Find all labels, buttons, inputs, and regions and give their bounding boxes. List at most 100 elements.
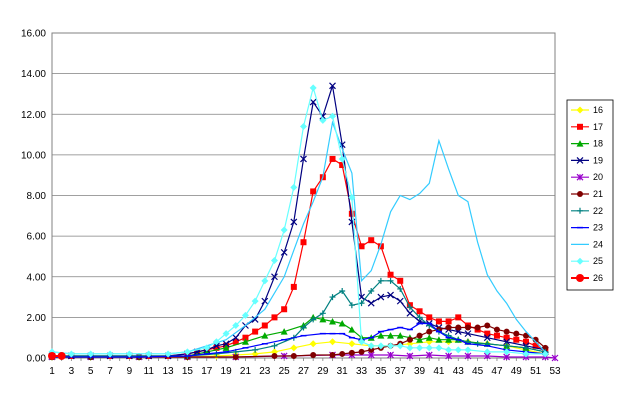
x-tick-label: 29: [317, 366, 329, 377]
data-point-19: [271, 273, 278, 281]
data-point-25: [125, 350, 133, 358]
data-point-25: [464, 346, 472, 354]
x-tick-label: 25: [279, 366, 291, 377]
x-tick-label: 35: [375, 366, 387, 377]
data-point-25: [377, 342, 385, 350]
data-point-17: [339, 162, 346, 169]
data-point-16: [290, 344, 298, 352]
x-tick-label: 3: [69, 366, 75, 377]
x-tick-label: 17: [201, 366, 213, 377]
x-tick-label: 41: [433, 366, 445, 377]
data-point-25: [319, 116, 327, 124]
legend-label: 26: [593, 273, 603, 283]
data-point-25: [164, 350, 172, 358]
data-point-25: [241, 311, 249, 319]
data-point-22: [368, 287, 375, 294]
x-tick-label: 39: [414, 366, 426, 377]
legend-label: 21: [593, 189, 603, 199]
x-tick-label: 19: [221, 366, 233, 377]
data-point-17: [455, 314, 462, 321]
legend-label: 16: [593, 105, 603, 115]
legend-marker: [577, 123, 583, 130]
x-tick-label: 1: [49, 366, 55, 377]
data-point-21: [493, 326, 500, 333]
x-tick-label: 27: [298, 366, 310, 377]
legend-label: 20: [593, 172, 603, 182]
x-tick-label: 51: [530, 366, 542, 377]
x-tick-label: 7: [107, 366, 113, 377]
data-point-25: [212, 338, 220, 346]
data-point-19: [290, 218, 298, 226]
y-tick-label: 0.00: [27, 354, 47, 365]
y-tick-label: 16.00: [21, 29, 46, 40]
data-point-17: [290, 283, 297, 290]
data-point-25: [270, 257, 278, 264]
x-tick-label: 53: [549, 366, 561, 377]
data-point-17: [300, 239, 307, 246]
data-point-26: [57, 351, 66, 360]
data-point-19: [367, 299, 375, 307]
data-point-25: [435, 344, 443, 352]
data-point-19: [464, 330, 472, 338]
data-point-22: [339, 287, 346, 294]
data-point-20: [406, 352, 414, 360]
data-point-25: [541, 350, 549, 358]
data-point-25: [67, 350, 75, 358]
x-tick-label: 49: [511, 366, 523, 377]
data-point-21: [368, 346, 375, 353]
data-point-18: [377, 332, 385, 339]
legend-marker: [577, 191, 583, 197]
data-point-21: [290, 352, 297, 359]
data-point-21: [532, 336, 539, 343]
data-point-21: [445, 324, 452, 331]
data-point-18: [425, 334, 433, 341]
data-point-18: [435, 336, 443, 343]
y-tick-label: 10.00: [21, 150, 46, 161]
legend-marker: [576, 156, 584, 164]
data-point-18: [338, 319, 346, 327]
y-tick-label: 2.00: [27, 313, 47, 324]
data-point-18: [329, 317, 337, 325]
data-point-16: [329, 338, 337, 346]
data-point-25: [358, 338, 366, 346]
data-point-21: [406, 336, 413, 343]
data-point-17: [532, 342, 539, 349]
data-point-20: [551, 354, 559, 362]
data-point-16: [348, 340, 356, 348]
data-point-22: [310, 316, 317, 323]
data-point-19: [300, 155, 307, 163]
legend-marker: [576, 140, 584, 147]
y-tick-label: 4.00: [27, 272, 47, 283]
data-point-18: [396, 332, 404, 339]
data-point-21: [426, 328, 433, 335]
data-point-17: [329, 155, 336, 162]
data-point-17: [493, 332, 500, 339]
data-point-20: [445, 352, 453, 360]
data-point-17: [310, 188, 317, 195]
data-point-19: [387, 291, 394, 299]
data-point-21: [484, 322, 491, 329]
legend-marker: [576, 173, 584, 181]
x-tick-label: 11: [144, 366, 155, 377]
data-point-19: [232, 334, 240, 342]
data-point-25: [387, 342, 395, 350]
data-point-21: [310, 351, 317, 358]
data-point-18: [416, 336, 424, 343]
data-point-25: [483, 348, 491, 356]
data-point-25: [232, 322, 240, 329]
data-point-19: [280, 248, 288, 256]
legend-marker: [576, 106, 584, 114]
data-point-25: [348, 194, 356, 202]
data-point-25: [367, 342, 375, 350]
data-point-25: [338, 155, 346, 163]
x-tick-label: 45: [472, 366, 484, 377]
legend-label: 19: [593, 155, 603, 165]
data-point-25: [309, 84, 317, 92]
y-tick-label: 6.00: [27, 232, 47, 243]
data-point-25: [445, 346, 453, 354]
data-point-21: [358, 348, 365, 355]
data-point-25: [454, 346, 462, 354]
legend-marker: [577, 207, 583, 214]
data-point-21: [232, 353, 239, 360]
data-point-18: [261, 332, 269, 339]
